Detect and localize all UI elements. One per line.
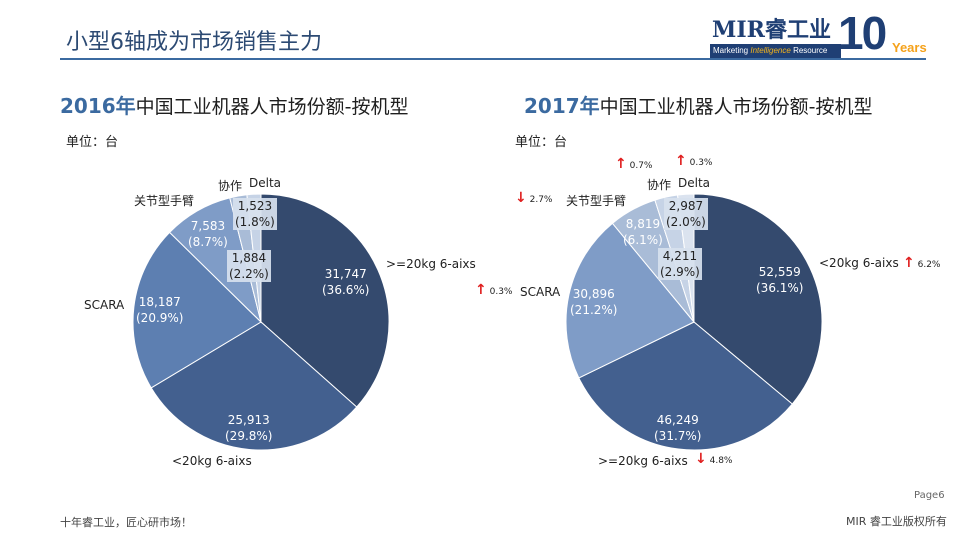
arrow-down-icon: ↓ (695, 451, 707, 467)
change-indicator: ↑ 0.3% (675, 153, 713, 169)
chart-2016-title: 2016年中国工业机器人市场份额-按机型 (60, 90, 409, 119)
change-indicator: ↑ 0.3% (475, 282, 513, 298)
arrow-down-icon: ↓ (515, 190, 527, 206)
pie-2016-category-label: Delta (249, 176, 282, 190)
arrow-up-icon: ↑ (903, 255, 915, 271)
chart-2017-unit: 单位：台 (515, 135, 568, 150)
pie-2017-slice-1 (578, 321, 793, 451)
logo-years: Years (892, 40, 927, 55)
footer-slogan: 十年睿工业，匠心研市场！ (60, 516, 192, 529)
pie-2016-data-label: 31,747 (36.6%) (322, 267, 370, 297)
mir-logo: MIR睿工业 Marketing Intelligence Resource 1… (706, 7, 930, 62)
chart-2017-title-text: 中国工业机器人市场份额-按机型 (599, 96, 873, 118)
logo-brand: MIR睿工业 (712, 12, 831, 44)
pie-2016-slice-2 (132, 231, 262, 389)
change-indicator: ↓ 2.7% (515, 190, 553, 206)
pie-2016-category-label: 关节型手臂 (134, 194, 195, 208)
logo-tagline-b: Intelligence (750, 46, 791, 55)
title-divider (60, 58, 926, 60)
pie-2016-data-label: 18,187 (20.9%) (136, 295, 184, 325)
pie-2016-category-label: >=20kg 6-aixs (386, 257, 476, 271)
arrow-up-icon: ↑ (475, 282, 487, 298)
pie-2016-category-label: <20kg 6-aixs (172, 454, 252, 468)
pie-2017-data-label: 30,896 (21.2%) (570, 287, 618, 317)
pie-2016-data-label: 7,583 (8.7%) (188, 219, 228, 249)
pie-2016-data-label: 1,884 (2.2%) (227, 250, 271, 282)
pie-2017-slice-2 (565, 222, 695, 379)
logo-tagline: Marketing Intelligence Resource (710, 44, 841, 58)
pie-2017-data-label: 52,559 (36.1%) (756, 265, 804, 295)
pie-2017-data-label: 2,987 (2.0%) (664, 198, 708, 230)
chart-2017-title: 2017年中国工业机器人市场份额-按机型 (524, 90, 873, 119)
pie-2016-data-label: 1,523 (1.8%) (233, 198, 277, 230)
pie-2017-category-label: Delta (678, 176, 711, 190)
pie-2017-slice-0 (693, 193, 823, 405)
pie-2016-slice-1 (150, 321, 358, 451)
pie-2017-data-label: 4,211 (2.9%) (658, 248, 702, 280)
copyright: MIR 睿工业版权所有 (846, 515, 947, 528)
pie-2016-data-label: 25,913 (29.8%) (225, 413, 273, 443)
pie-2017-category-label: >=20kg 6-aixs (598, 454, 688, 468)
change-indicator: ↑ 6.2% (903, 255, 941, 271)
pie-2016-slice-0 (260, 193, 390, 408)
pie-2017-data-label: 8,819 (6.1%) (623, 217, 663, 247)
page-number: Page6 (914, 490, 945, 501)
chart-2016-title-text: 中国工业机器人市场份额-按机型 (135, 96, 409, 118)
pie-2017-category-label: 关节型手臂 (566, 194, 627, 208)
page-title: 小型6轴成为市场销售主力 (66, 30, 322, 55)
change-indicator: ↓ 4.8% (695, 451, 733, 467)
pie-2017-data-label: 46,249 (31.7%) (654, 413, 702, 443)
logo-ten: 10 (838, 7, 887, 59)
chart-2016-unit: 单位：台 (66, 135, 119, 150)
arrow-up-icon: ↑ (675, 153, 687, 169)
logo-tagline-c: Resource (790, 46, 828, 55)
pie-2017-category-label: <20kg 6-aixs (819, 256, 899, 270)
arrow-up-icon: ↑ (615, 156, 627, 172)
pie-2017-category-label: 协作 (647, 178, 672, 192)
pie-2017-category-label: SCARA (520, 285, 561, 299)
pie-2016-category-label: 协作 (218, 179, 243, 193)
chart-2017-title-year: 2017年 (524, 94, 600, 118)
chart-2016-title-year: 2016年 (60, 94, 136, 118)
change-indicator: ↑ 0.7% (615, 156, 653, 172)
logo-brand-prefix: MIR (712, 17, 765, 43)
pie-2016-category-label: SCARA (84, 298, 125, 312)
logo-tagline-a: Marketing (713, 46, 751, 55)
logo-brand-cn: 睿工业 (764, 17, 831, 43)
